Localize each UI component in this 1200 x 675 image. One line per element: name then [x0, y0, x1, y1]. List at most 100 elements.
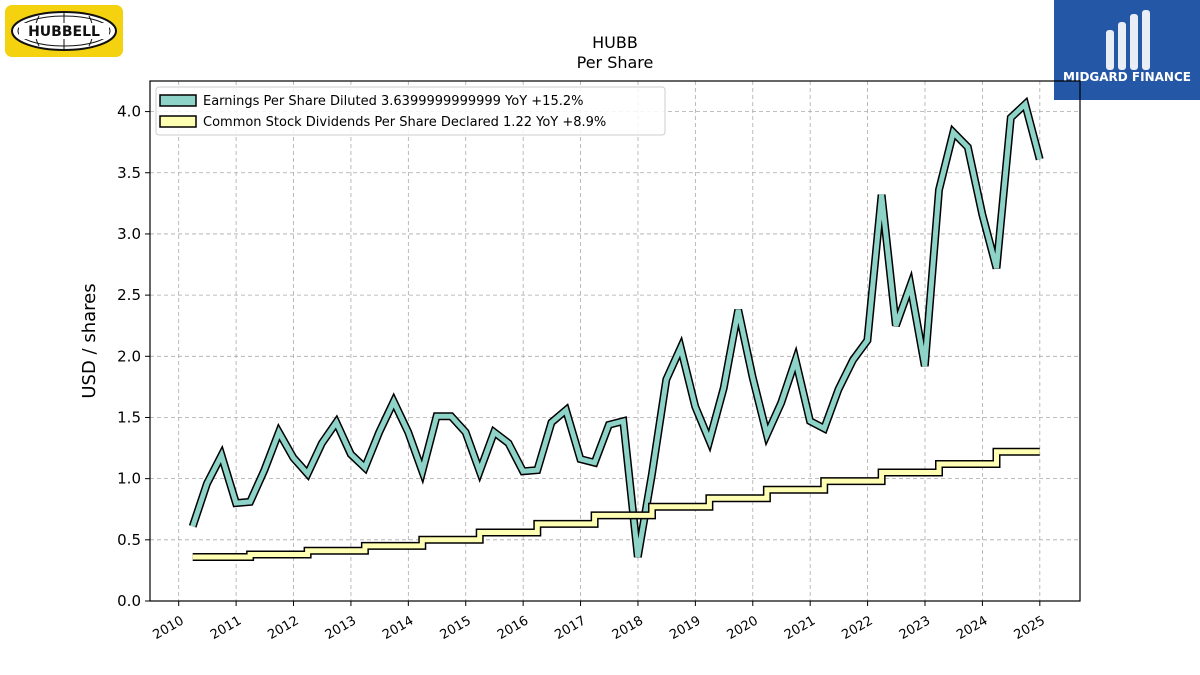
data-point — [824, 428, 825, 429]
data-point — [537, 470, 538, 471]
x-tick-label: 2018 — [610, 613, 646, 643]
data-point — [852, 359, 853, 360]
x-tick-label: 2013 — [323, 613, 359, 643]
data-point — [867, 340, 868, 341]
data-point — [1025, 104, 1026, 105]
data-point — [924, 366, 925, 367]
y-tick-label: 0.0 — [117, 592, 141, 610]
data-point — [608, 424, 609, 425]
data-point — [938, 189, 939, 190]
data-point — [465, 432, 466, 433]
x-tick-label: 2017 — [552, 613, 588, 643]
data-point — [637, 556, 638, 557]
data-point — [996, 451, 997, 452]
data-point — [637, 515, 638, 516]
grid-lines — [150, 81, 1080, 602]
series-line — [192, 449, 1040, 560]
data-point — [580, 523, 581, 524]
data-point — [293, 554, 294, 555]
data-point — [666, 379, 667, 380]
y-tick-label: 2.5 — [117, 286, 141, 304]
data-point — [379, 432, 380, 433]
data-point — [795, 359, 796, 360]
data-point — [565, 410, 566, 411]
data-point — [508, 443, 509, 444]
data-point — [235, 503, 236, 504]
data-point — [982, 214, 983, 215]
series-0 — [188, 96, 1044, 558]
data-point — [810, 489, 811, 490]
x-axis: 2010 2011 2012 2013 2014 2015 2016 2017 2018 2019… — [151, 601, 1048, 643]
y-tick-label: 2.0 — [117, 347, 141, 365]
data-point — [881, 472, 882, 473]
data-point — [336, 422, 337, 423]
y-tick-label: 1.0 — [117, 470, 141, 488]
y-tick-label: 0.5 — [117, 531, 141, 549]
data-point — [192, 556, 193, 557]
data-point — [709, 440, 710, 441]
data-point — [278, 432, 279, 433]
midgard-logo-text: MIDGARD FINANCE — [1063, 70, 1191, 84]
data-point — [594, 462, 595, 463]
data-point — [924, 472, 925, 473]
data-point — [364, 467, 365, 468]
data-point — [293, 457, 294, 458]
data-point — [982, 463, 983, 464]
data-point — [594, 515, 595, 516]
data-point — [350, 454, 351, 455]
data-point — [479, 471, 480, 472]
legend-box — [155, 86, 666, 136]
data-point — [651, 473, 652, 474]
data-point — [895, 325, 896, 326]
hubbell-logo: HUBBELL — [5, 5, 123, 57]
y-tick-label: 3.5 — [117, 164, 141, 182]
data-point — [967, 147, 968, 148]
data-point — [221, 455, 222, 456]
data-point — [680, 347, 681, 348]
data-point — [781, 402, 782, 403]
data-point — [451, 416, 452, 417]
data-point — [522, 532, 523, 533]
data-point — [465, 539, 466, 540]
data-point — [522, 471, 523, 472]
x-tick-label: 2015 — [438, 613, 474, 643]
series-1 — [192, 447, 1040, 561]
data-point — [695, 506, 696, 507]
y-axis: 0.0 0.5 1.0 1.5 2.0 2.5 3.0 3.5 4.0 — [117, 103, 150, 610]
data-point — [723, 388, 724, 389]
data-point — [938, 463, 939, 464]
data-point — [752, 377, 753, 378]
data-point — [910, 285, 911, 286]
data-point — [766, 489, 767, 490]
x-tick-label: 2025 — [1012, 613, 1048, 643]
series-layer — [188, 96, 1044, 561]
y-tick-label: 3.0 — [117, 225, 141, 243]
legend-label: Earnings Per Share Diluted 3.63999999999… — [203, 94, 584, 109]
data-point — [207, 483, 208, 484]
data-point — [408, 432, 409, 433]
data-point — [479, 532, 480, 533]
data-point — [810, 421, 811, 422]
data-point — [881, 194, 882, 195]
legend-swatch — [159, 115, 197, 128]
data-point — [738, 309, 739, 310]
series-line-outline — [192, 447, 1040, 561]
data-point — [422, 471, 423, 472]
data-point — [867, 481, 868, 482]
data-point — [838, 389, 839, 390]
data-point — [364, 545, 365, 546]
hubbell-logo-text: HUBBELL — [28, 24, 100, 40]
data-point — [250, 554, 251, 555]
series-line — [190, 99, 1043, 558]
data-point — [250, 501, 251, 502]
data-point — [623, 421, 624, 422]
x-tick-label: 2012 — [265, 613, 301, 643]
x-tick-label: 2024 — [954, 613, 990, 643]
data-point — [695, 406, 696, 407]
plot-frame — [149, 80, 1081, 602]
data-point — [996, 268, 997, 269]
data-point — [1039, 159, 1040, 160]
data-point — [537, 523, 538, 524]
data-point — [766, 434, 767, 435]
